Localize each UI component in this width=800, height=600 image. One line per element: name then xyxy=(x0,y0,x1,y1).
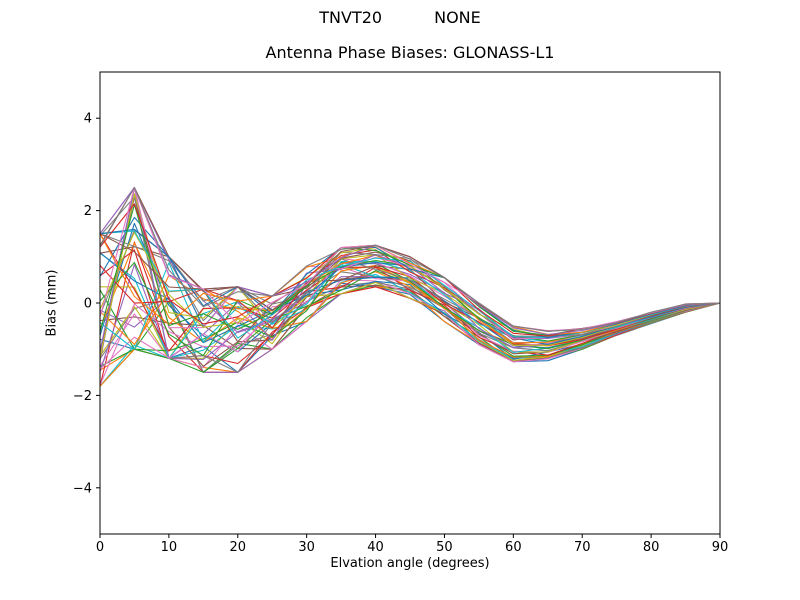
suptitle-left: TNVT20 xyxy=(319,8,383,27)
x-tick-label: 60 xyxy=(505,540,522,555)
x-tick-label: 50 xyxy=(436,540,453,555)
x-tick-label: 90 xyxy=(712,540,729,555)
bias-curve xyxy=(99,186,721,332)
x-tick-label: 20 xyxy=(230,540,247,555)
x-axis-label: Elvation angle (degrees) xyxy=(330,556,490,571)
y-tick-label: 2 xyxy=(84,204,92,219)
bias-curve xyxy=(99,228,721,339)
series-group xyxy=(99,186,721,387)
x-tick-label: 10 xyxy=(161,540,178,555)
y-tick-label: −4 xyxy=(73,481,92,496)
y-tick-label: 0 xyxy=(84,297,92,312)
axes-title: Antenna Phase Biases: GLONASS-L1 xyxy=(265,43,555,62)
axes-group: 0 10 20 30 40 50 60 70 80 90 −4 −2 0 2 4 xyxy=(73,71,729,555)
suptitle-right: NONE xyxy=(434,8,481,27)
x-tick-label: 0 xyxy=(96,540,104,555)
bias-curve xyxy=(99,222,721,360)
bias-curve xyxy=(99,231,721,338)
y-tick-label: 4 xyxy=(84,112,92,127)
bias-curve xyxy=(99,186,721,332)
x-tick-label: 70 xyxy=(574,540,591,555)
bias-curve xyxy=(99,242,721,358)
bias-curve xyxy=(99,261,721,350)
figure-suptitle: TNVT20 NONE xyxy=(0,8,800,27)
bias-curve xyxy=(99,258,721,370)
y-tick-label: −2 xyxy=(73,389,92,404)
x-tick-label: 40 xyxy=(367,540,384,555)
x-tick-label: 30 xyxy=(298,540,315,555)
x-tick-label: 80 xyxy=(643,540,660,555)
